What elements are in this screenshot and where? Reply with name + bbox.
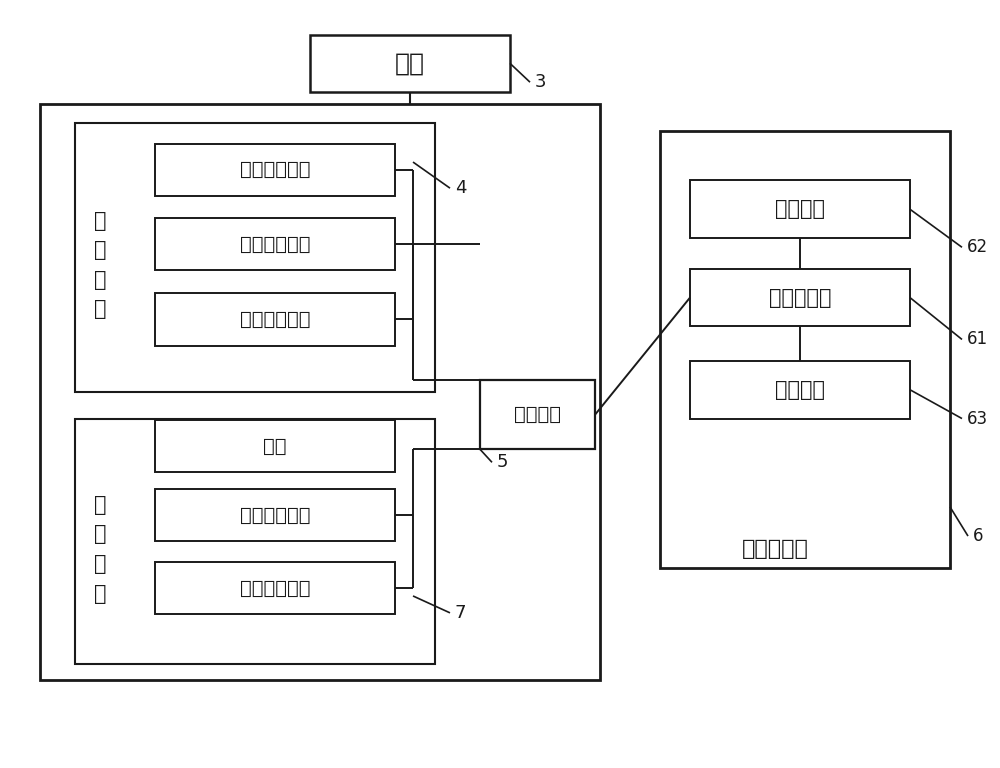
Text: 报警系统: 报警系统 <box>775 379 825 400</box>
Text: 通讯模块: 通讯模块 <box>514 406 561 424</box>
Text: 通
风
机
构: 通 风 机 构 <box>94 495 106 604</box>
Text: 4: 4 <box>455 179 466 197</box>
Bar <box>690 180 910 238</box>
Bar <box>155 293 395 346</box>
Text: 3: 3 <box>535 73 546 91</box>
Text: 7: 7 <box>455 604 466 622</box>
Bar <box>155 562 395 614</box>
Bar <box>155 420 395 472</box>
Text: 63: 63 <box>967 409 988 428</box>
Bar <box>40 104 600 680</box>
Bar <box>310 35 510 92</box>
Text: 火焰监测单元: 火焰监测单元 <box>240 310 310 329</box>
Text: 电源: 电源 <box>395 51 425 75</box>
Bar <box>690 269 910 326</box>
Text: 62: 62 <box>967 238 988 257</box>
Text: 第二驱动机构: 第二驱动机构 <box>240 579 310 598</box>
Text: 数据处理器: 数据处理器 <box>769 287 831 308</box>
Bar <box>75 123 435 392</box>
Bar <box>155 489 395 541</box>
Bar <box>155 144 395 196</box>
Bar <box>75 419 435 664</box>
Text: 61: 61 <box>967 330 988 349</box>
Text: 6: 6 <box>973 527 984 545</box>
Bar <box>690 361 910 419</box>
Text: 访问终端: 访问终端 <box>775 199 825 220</box>
Bar <box>660 131 950 568</box>
Text: 监测主平台: 监测主平台 <box>742 539 808 559</box>
Text: 5: 5 <box>497 453 509 472</box>
Bar <box>155 218 395 270</box>
Text: 监
测
组
件: 监 测 组 件 <box>94 210 106 319</box>
Text: 温度监测单元: 温度监测单元 <box>240 161 310 179</box>
Text: 风机: 风机 <box>263 437 287 455</box>
Text: 烟气监测单元: 烟气监测单元 <box>240 235 310 253</box>
Bar <box>480 380 595 449</box>
Text: 第一驱动机构: 第一驱动机构 <box>240 506 310 525</box>
